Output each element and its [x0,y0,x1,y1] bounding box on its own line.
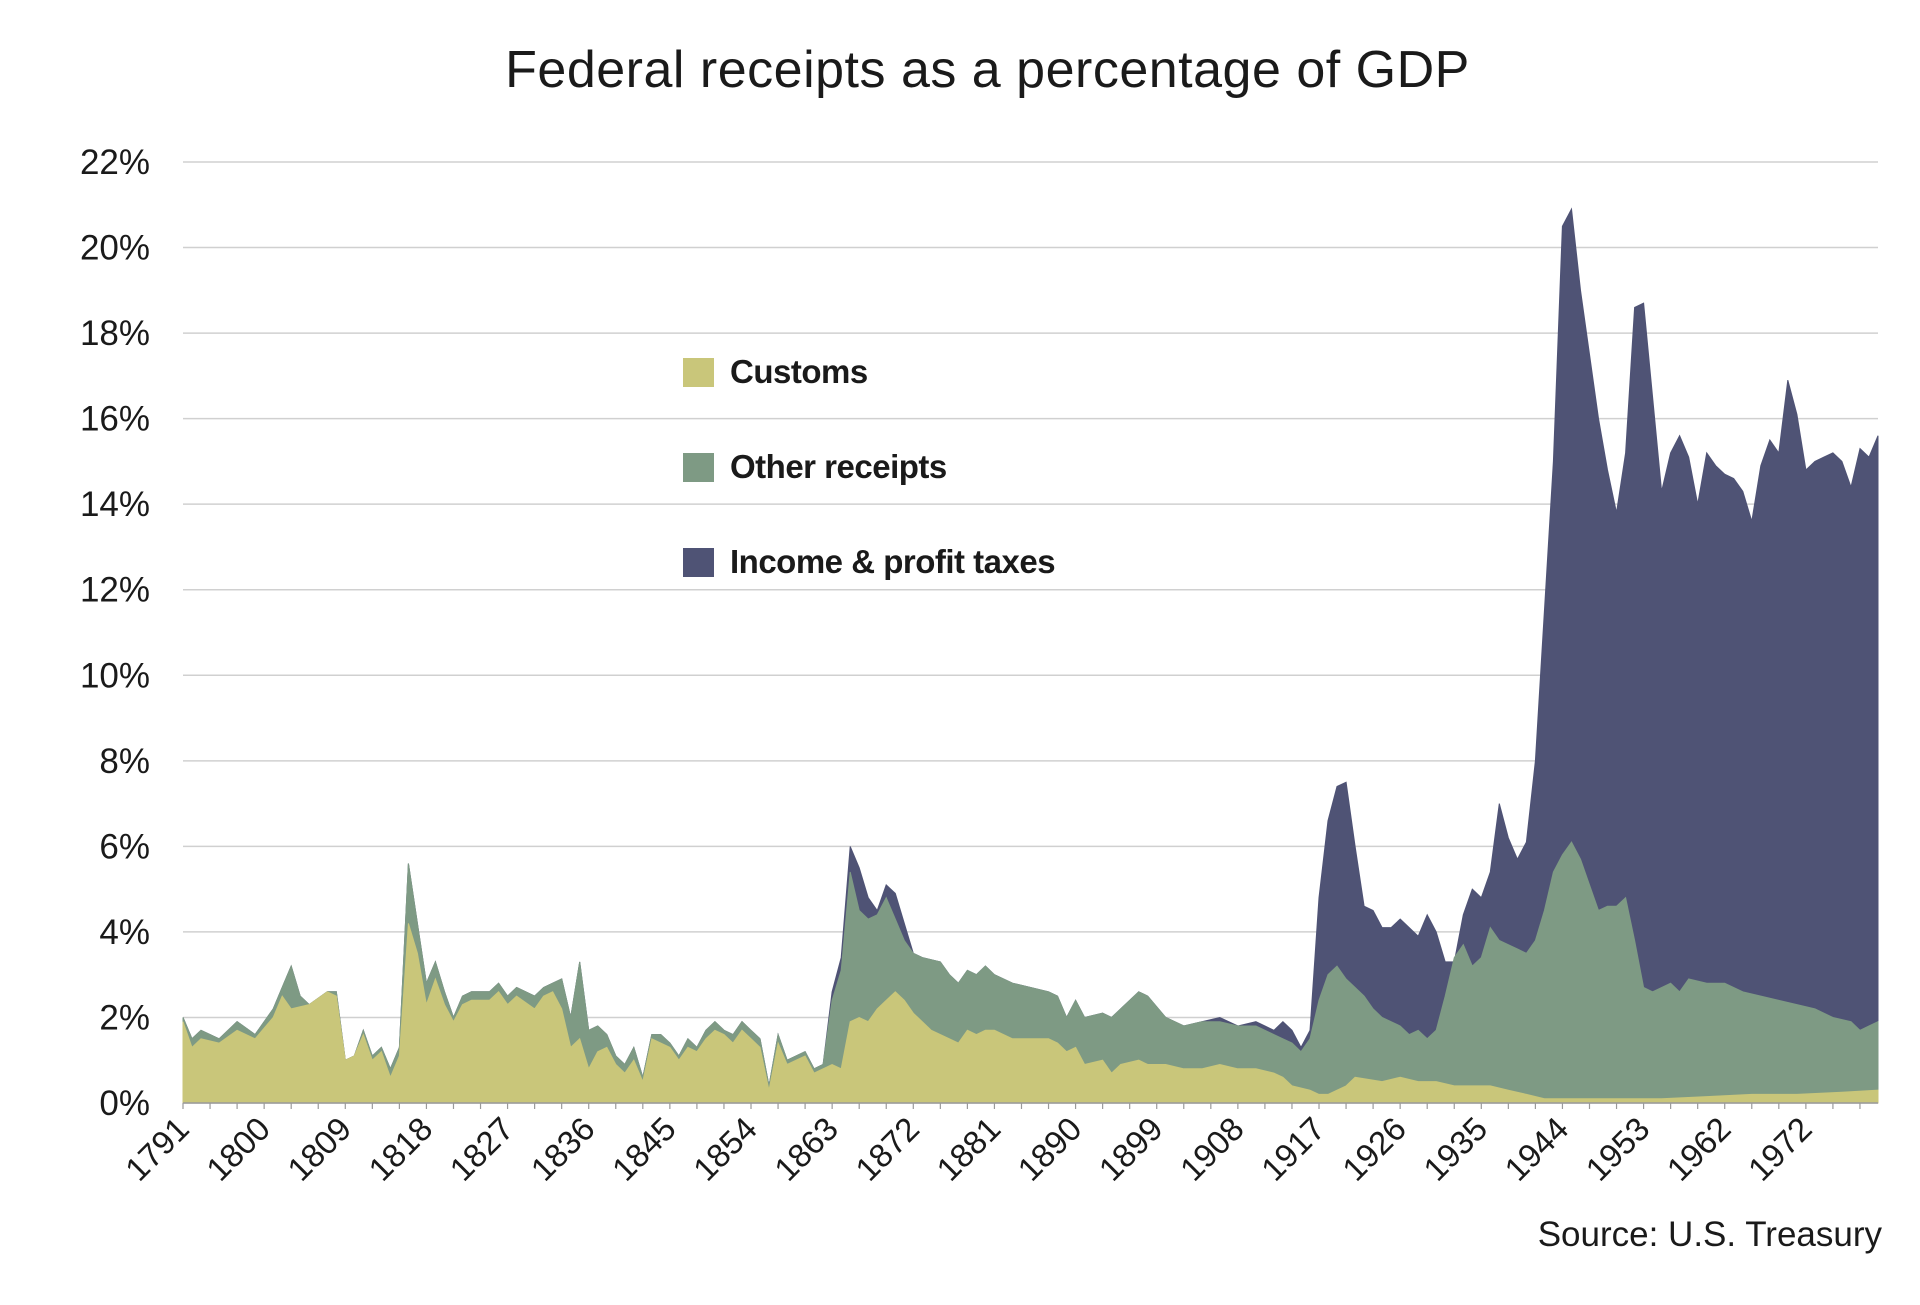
y-tick-label: 10% [80,656,150,695]
area-customs [182,923,1879,1104]
source-note: Source: U.S. Treasury [1537,1215,1882,1254]
y-tick-label: 2% [99,998,150,1037]
x-tick-label: 1836 [524,1110,602,1188]
legend-item-customs: Customs [683,352,1055,392]
x-tick-label: 1935 [1416,1110,1494,1188]
legend-item-other-receipts: Other receipts [683,447,1055,487]
y-tick-label: 4% [99,913,150,952]
x-tick-label: 1800 [199,1110,277,1188]
y-tick-label: 6% [99,827,150,866]
x-tick-label: 1818 [361,1110,439,1188]
legend-swatch-other-receipts [683,452,714,482]
x-tick-label: 1908 [1173,1110,1251,1188]
y-tick-label: 12% [80,571,150,610]
x-tick-label: 1854 [686,1110,764,1188]
x-tick-label: 1972 [1741,1110,1819,1188]
x-tick-label: 1926 [1335,1110,1413,1188]
x-tick-label: 1863 [767,1110,845,1188]
y-tick-label: 22% [80,143,150,182]
area-series [182,207,1879,1104]
legend-label-income-profit-taxes: Income & profit taxes [730,543,1056,580]
legend-item-income-profit-taxes: Income & profit taxes [683,542,1056,582]
x-tick-label: 1881 [929,1110,1007,1188]
legend-label-customs: Customs [730,353,868,390]
y-tick-label: 8% [99,742,150,781]
chart-title: Federal receipts as a percentage of GDP [505,41,1470,99]
y-tick-label: 14% [80,485,150,524]
x-tick-label: 1890 [1010,1110,1088,1188]
y-tick-label: 18% [80,314,150,353]
legend-swatch-customs [683,357,714,387]
legend-swatch-income-profit-taxes [683,547,714,577]
y-tick-label: 0% [99,1084,150,1123]
legend: Customs Other receipts Income & profit t… [683,352,1056,637]
x-tick-label: 1944 [1497,1110,1575,1188]
x-tick-label: 1899 [1092,1110,1170,1188]
area-other-receipts [182,841,1879,1104]
x-tick-label: 1809 [280,1110,358,1188]
x-tick-label: 1827 [442,1110,520,1188]
legend-label-other-receipts: Other receipts [730,448,947,485]
x-tick-label: 1845 [605,1110,683,1188]
y-tick-label: 20% [80,229,150,268]
x-tick-label: 1917 [1254,1110,1332,1188]
y-tick-label: 16% [80,400,150,439]
x-tick-label: 1962 [1660,1110,1738,1188]
x-tick-label: 1872 [848,1110,926,1188]
x-tick-label: 1953 [1578,1110,1656,1188]
